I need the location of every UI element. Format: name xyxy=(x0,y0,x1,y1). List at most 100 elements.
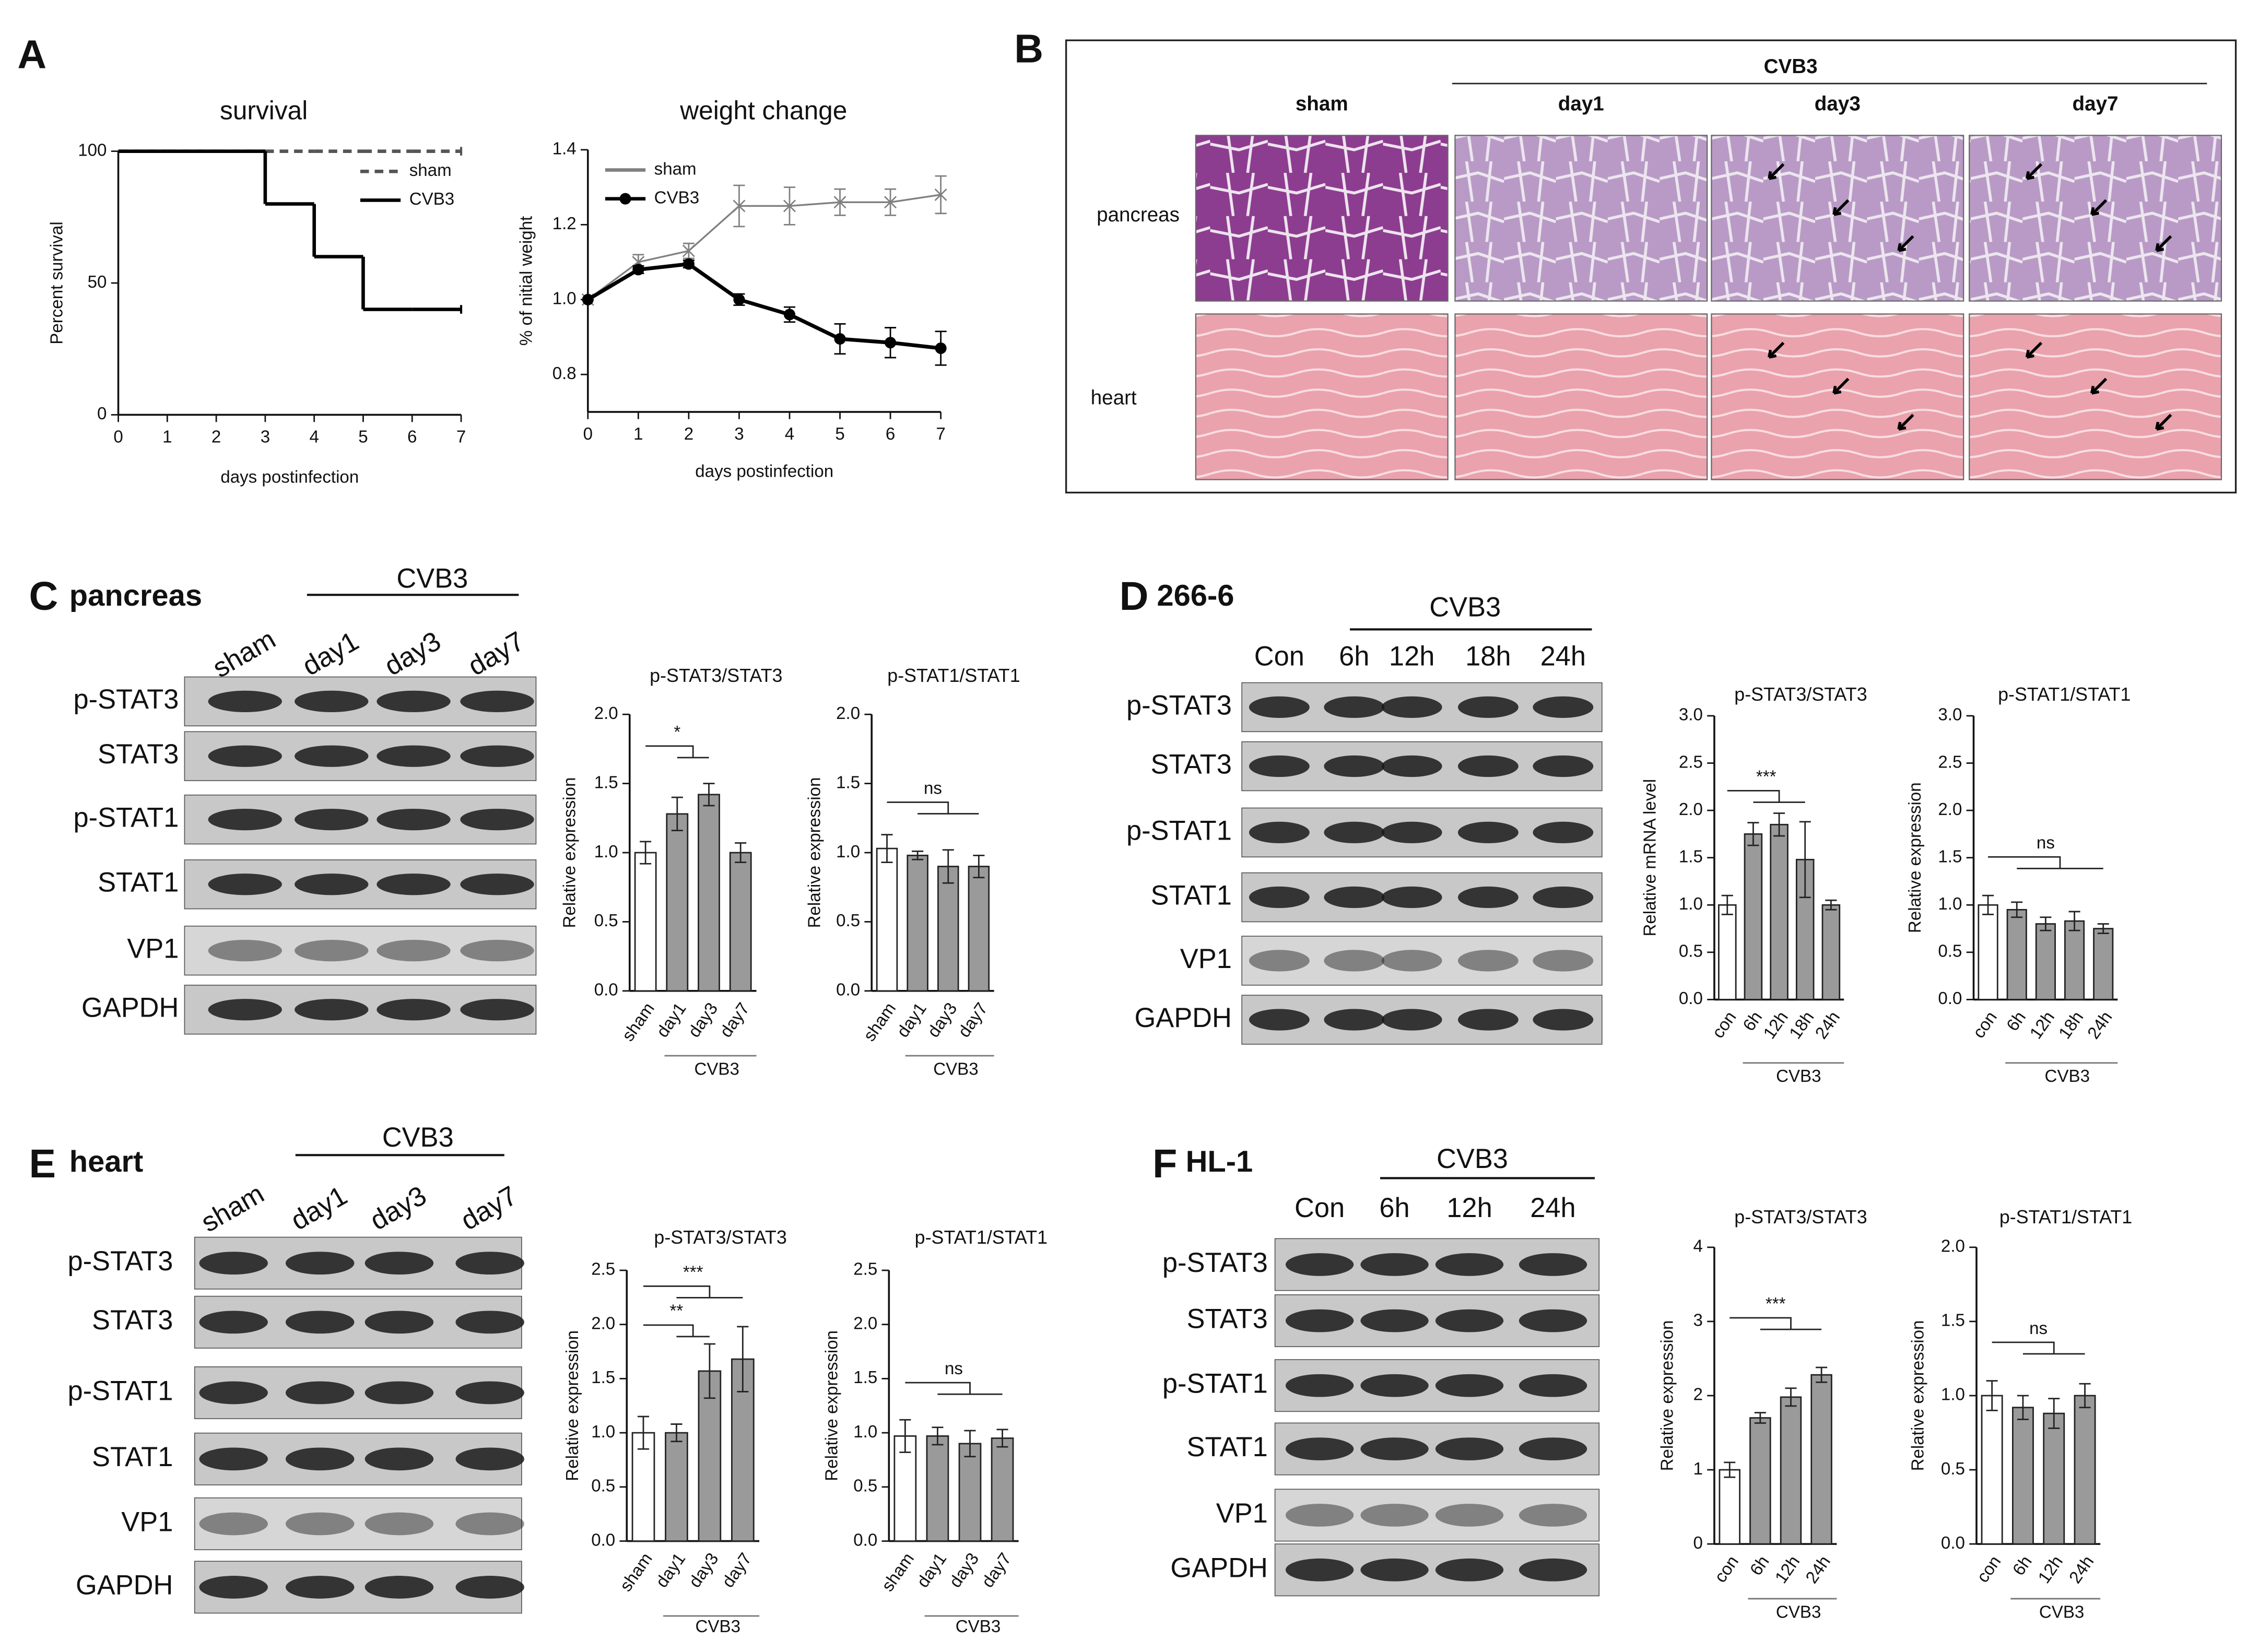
band xyxy=(1360,1253,1429,1276)
x-tick-label: day3 xyxy=(924,999,961,1041)
y-tick-label: 2.0 xyxy=(591,1314,615,1333)
band xyxy=(1360,1504,1429,1527)
blot-strip xyxy=(184,925,537,976)
error-bar xyxy=(2017,1395,2029,1420)
significance-label: ns xyxy=(924,778,942,798)
bar xyxy=(2006,908,2027,1000)
band xyxy=(199,1447,268,1471)
y-tick-label: 1.0 xyxy=(853,1422,877,1442)
bar xyxy=(876,847,898,992)
y-tick-label: 2.0 xyxy=(836,704,860,723)
group-label: CVB3 xyxy=(2039,1602,2084,1622)
chart-title: p-STAT3/STAT3 xyxy=(1734,1207,1867,1228)
x-tick-label: 12h xyxy=(1771,1552,1804,1587)
x-tick-label: 4 xyxy=(785,424,794,444)
group-label: CVB3 xyxy=(694,1059,739,1079)
lane-label: 12h xyxy=(1446,1193,1492,1223)
bar xyxy=(1719,1469,1740,1545)
lane-label: 18h xyxy=(1465,641,1511,671)
lane-label: sham xyxy=(208,624,281,683)
x-tick-label: 12h xyxy=(2034,1552,2067,1587)
histology-image xyxy=(1711,135,1964,302)
y-tick-label: 2.5 xyxy=(1938,752,1962,772)
lane-label: Con xyxy=(1254,641,1304,671)
significance-bracket xyxy=(645,745,709,759)
band xyxy=(199,1311,268,1334)
x-tick-label: 24h xyxy=(1811,1008,1844,1042)
blot-row-label: p-STAT3 xyxy=(1126,690,1232,721)
blot-row-label: STAT1 xyxy=(98,868,179,898)
y-tick-label: 0.5 xyxy=(836,911,860,930)
bar xyxy=(2074,1395,2096,1545)
point xyxy=(885,337,897,349)
group-label: CVB3 xyxy=(1776,1067,1821,1086)
significance-bracket xyxy=(1988,856,2103,869)
x-tick-label: 2 xyxy=(684,424,693,444)
y-tick-label: 3.0 xyxy=(1679,705,1703,725)
significance-label: ns xyxy=(945,1359,963,1378)
band xyxy=(1533,821,1594,844)
y-tick-label: 0.0 xyxy=(591,1530,615,1550)
y-tick-label: 1.0 xyxy=(1679,894,1703,914)
chart-title: p-STAT3/STAT3 xyxy=(654,1227,786,1248)
x-tick-label: sham xyxy=(616,1550,656,1596)
histology-image xyxy=(1195,313,1449,480)
row-label: pancreas xyxy=(1097,204,1180,226)
bar xyxy=(991,1437,1014,1542)
error-bar xyxy=(1986,1380,1998,1411)
blot-row-label: GAPDH xyxy=(76,1571,173,1601)
legend-label: sham xyxy=(654,159,697,179)
blot-row-label: STAT3 xyxy=(92,1305,173,1336)
band xyxy=(455,1447,524,1471)
y-tick-label: 1.0 xyxy=(552,289,576,309)
y-tick-label: 1.5 xyxy=(591,1368,615,1387)
bar xyxy=(1718,904,1737,1000)
y-tick-label: 2.5 xyxy=(591,1260,615,1279)
band xyxy=(460,874,534,895)
x-tick-label: 12h xyxy=(1760,1008,1792,1042)
band xyxy=(376,745,451,767)
column-header: day7 xyxy=(2073,93,2119,115)
blot-row-label: p-STAT1 xyxy=(67,1376,173,1406)
x-tick-label: con xyxy=(1973,1552,2005,1586)
x-tick-label: con xyxy=(1711,1552,1743,1586)
chart-title: survival xyxy=(220,96,308,125)
y-tick-label: 3.0 xyxy=(1938,705,1962,725)
band xyxy=(455,1252,524,1275)
band xyxy=(295,808,369,831)
y-tick-label: 0.5 xyxy=(1679,942,1703,961)
blot-row-label: VP1 xyxy=(127,934,179,964)
y-tick-label: 1.0 xyxy=(1941,1385,1965,1405)
x-tick-label: 4 xyxy=(309,427,319,446)
band xyxy=(208,999,282,1021)
x-tick-label: 1 xyxy=(633,424,643,444)
y-tick-label: 1.0 xyxy=(591,1422,615,1442)
y-axis-label: Relative expression xyxy=(1905,782,1925,933)
column-header: day1 xyxy=(1558,93,1604,115)
error-bar xyxy=(1721,894,1733,915)
band xyxy=(1249,821,1310,844)
blot-row-label: GAPDH xyxy=(1170,1553,1267,1584)
band xyxy=(1381,1009,1442,1031)
bar xyxy=(634,852,657,992)
band xyxy=(455,1381,524,1405)
bar xyxy=(666,813,689,992)
error-bar xyxy=(2048,1398,2060,1429)
chart-title: p-STAT3/STAT3 xyxy=(650,665,782,686)
histology-image xyxy=(1969,135,2222,302)
band xyxy=(1435,1558,1504,1582)
point xyxy=(935,342,947,355)
significance-bracket xyxy=(1729,1317,1822,1330)
band xyxy=(1435,1253,1504,1276)
x-tick-label: day1 xyxy=(653,999,690,1041)
x-tick-label: 24h xyxy=(2084,1008,2116,1042)
blot-strip xyxy=(1241,936,1603,986)
band xyxy=(364,1252,434,1275)
bar xyxy=(631,1432,655,1542)
band xyxy=(1249,950,1310,972)
band xyxy=(364,1512,434,1536)
bar xyxy=(1780,1396,1802,1545)
bar xyxy=(907,854,928,992)
x-tick-label: sham xyxy=(860,999,900,1045)
band xyxy=(1435,1309,1504,1332)
